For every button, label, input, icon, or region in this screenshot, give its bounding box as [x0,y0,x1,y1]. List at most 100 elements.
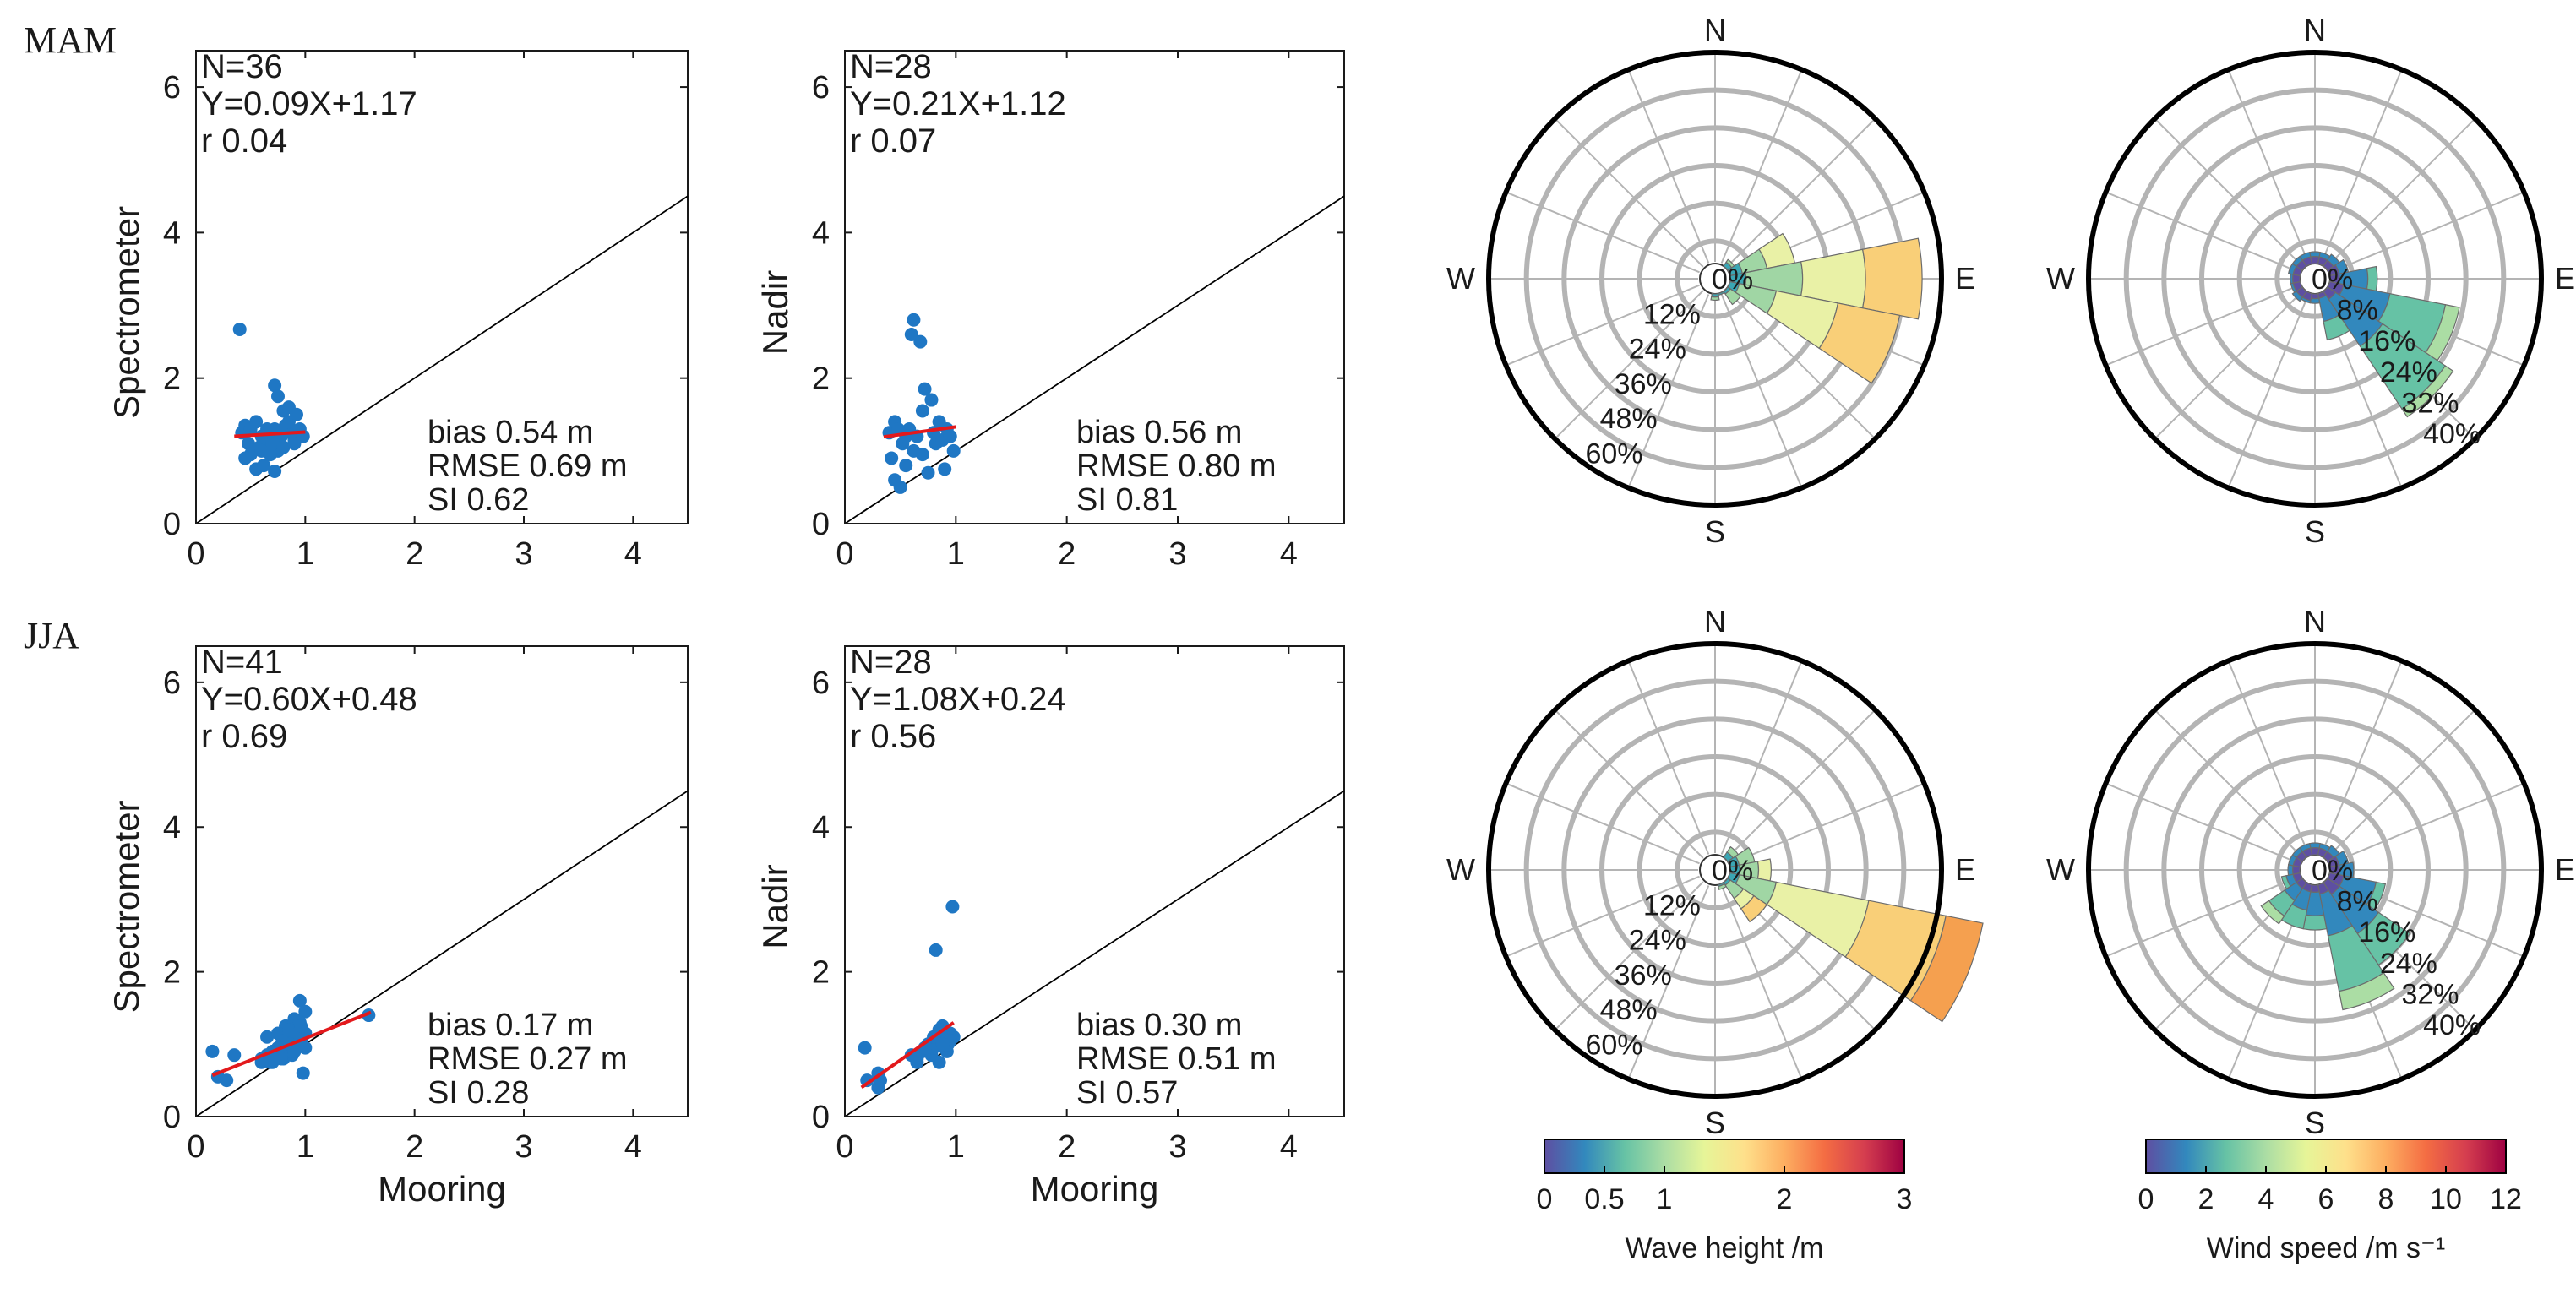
regression-line [211,1010,372,1078]
y-tick-label: 6 [812,666,830,701]
polar-spoke [1554,881,1704,1031]
compass-west: W [1446,852,1475,887]
x-axis-label: Mooring [1031,1169,1159,1209]
data-point [858,1041,872,1055]
ring-label: 60% [1585,438,1642,470]
x-tick-label: 0 [187,536,204,572]
data-point [938,462,952,476]
stat-si: SI 0.81 [1076,482,1178,518]
y-tick-label: 6 [163,666,181,701]
polar-spoke [2227,294,2310,488]
y-tick-label: 4 [812,215,830,251]
rose-wedge [2309,297,2321,304]
y-tick-label: 0 [163,1100,181,1135]
ring-label: 0% [1712,264,1753,296]
scatter-panel-3: 0 1 2 3 4 0 2 4 6 Spectrometer Mooring N=41Y=0.60X+… [106,644,689,1209]
stat-bias: bias 0.17 m [428,1008,593,1043]
stat-fit-equation: Y=0.21X+1.12 [850,85,1066,122]
y-tick-label: 2 [812,955,830,991]
data-point [935,1037,950,1052]
data-point [271,389,285,404]
scatter-panel-2: 0 1 2 3 4 0 2 4 6 Nadir N=28Y=0.21X+1.12r 0.07 bias… [755,48,1345,572]
ring-label: 48% [1600,994,1658,1026]
rose-wedge [1818,302,1901,384]
colorbar-tick-label: 6 [2318,1183,2334,1215]
y-axis-label: Spectrometer [106,800,146,1013]
plot-frame [195,50,689,524]
ring-label: 36% [1615,959,1672,992]
data-point [294,1019,308,1033]
colorbar-wind-speed: 0 2 4 6 8 10 12 Wind speed /m s⁻¹ [2138,1139,2522,1264]
stat-bias: bias 0.54 m [428,415,593,450]
data-point [268,378,282,393]
polar-spoke [1726,290,1876,440]
ring-label: 0% [2312,264,2353,296]
regression-line [234,430,306,438]
polar-spoke [1627,885,1710,1079]
colorbar-tick-label: 3 [1897,1183,1913,1215]
colorbar-tick-label: 2 [2198,1183,2214,1215]
wind-rose-wave-mam: N E S W 0% 12% 24%36%48%60% [1446,13,1975,549]
colorbar-tick-label: 4 [2258,1183,2274,1215]
rose-wedge [1909,915,1984,1023]
compass-south: S [1705,514,1725,549]
x-tick-label: 4 [1280,536,1298,572]
plot-frame [844,645,1345,1117]
scatter-panel-1: 0 1 2 3 4 0 2 4 6 Spectrometer N=36Y=0.09X+1.17r 0… [106,48,689,572]
stat-bias: bias 0.56 m [1076,415,1242,450]
data-point [276,440,291,454]
polar-spoke [2154,117,2304,268]
outer-circle [1486,50,1944,508]
data-point [227,1048,242,1063]
data-point [257,459,271,473]
polar-spoke [1726,709,1876,859]
compass-east: E [2555,852,2575,887]
polar-spoke [2326,709,2476,859]
data-point [232,322,247,336]
data-point [268,464,282,478]
polar-spoke [2105,875,2300,958]
ring-label: 40% [2423,1009,2481,1041]
polar-spoke [1627,660,1710,855]
rose-wedge [2401,365,2454,418]
compass-north: N [2304,13,2326,47]
stat-correlation: r 0.07 [850,122,936,160]
ring-label: 36% [1615,368,1672,400]
stat-si: SI 0.62 [428,482,529,518]
rose-wedge [2323,313,2350,341]
data-point [287,1044,302,1058]
rose-wedge [2309,251,2321,258]
rose-wedge [2299,251,2312,261]
wind-rose-wind-jja: N E S W 0%8%16%24%32%40% [2046,604,2575,1140]
compass-east: E [1955,261,1975,296]
polar-spoke [1627,69,1710,264]
data-point [943,429,957,443]
x-tick-label: 1 [297,1129,314,1165]
y-axis-label: Nadir [755,864,795,948]
polar-spoke [2154,709,2304,859]
colorbar-tick-label: 12 [2490,1183,2522,1215]
ring-label: 8% [2337,886,2378,918]
x-tick-label: 1 [947,1129,965,1165]
rose-wedge [1710,296,1720,302]
stat-correlation: r 0.04 [201,122,287,160]
data-point [249,415,264,429]
data-point [362,1008,376,1023]
polar-spoke [1720,660,1803,855]
stat-rmse: RMSE 0.69 m [428,448,628,484]
polar-spoke [2326,117,2476,268]
x-tick-label: 2 [1058,536,1076,572]
season-label-mam: MAM [24,19,117,61]
polar-spoke [2227,660,2310,855]
ring-label: 12% [1643,889,1701,921]
colorbar-tick-label: 0.5 [1584,1183,1624,1215]
data-point [907,313,921,327]
ring-label: 12% [1643,298,1701,330]
x-tick-label: 2 [406,536,423,572]
rose-wedge [2338,971,2395,1011]
ring-label: 40% [2423,418,2481,450]
polar-spoke [2105,782,2300,865]
polar-spoke [2154,290,2304,440]
data-point [915,404,929,418]
y-tick-label: 6 [812,70,830,106]
